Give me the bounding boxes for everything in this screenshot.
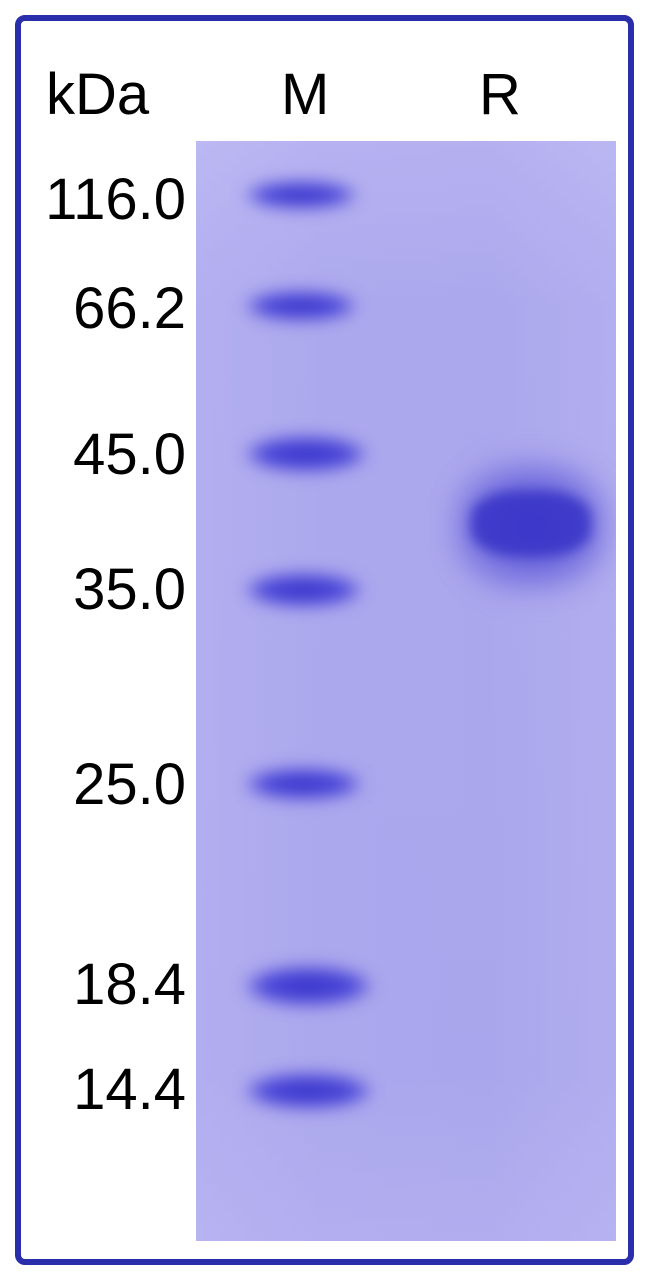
lane-m-label: M [281, 61, 329, 128]
mw-label-25.0: 25.0 [31, 751, 186, 818]
kda-label: kDa [46, 61, 149, 128]
marker-band-18.4 [246, 966, 371, 1006]
mw-label-35.0: 35.0 [31, 556, 186, 623]
mw-label-66.2: 66.2 [31, 275, 186, 342]
marker-band-25.0 [246, 768, 361, 800]
mw-label-45.0: 45.0 [31, 421, 186, 488]
header-row: kDa M R [21, 41, 628, 131]
marker-band-116.0 [246, 181, 356, 209]
marker-band-66.2 [246, 291, 356, 321]
lane-r-label: R [479, 61, 521, 128]
marker-band-14.4 [246, 1073, 371, 1109]
marker-band-45.0 [246, 436, 366, 472]
mw-label-18.4: 18.4 [31, 951, 186, 1018]
marker-band-35.0 [246, 573, 361, 607]
mw-label-14.4: 14.4 [31, 1056, 186, 1123]
sample-band-core [471, 491, 591, 556]
mw-label-116.0: 116.0 [31, 166, 186, 233]
gel-area [196, 141, 616, 1241]
chart-frame: kDa M R [15, 15, 634, 1265]
